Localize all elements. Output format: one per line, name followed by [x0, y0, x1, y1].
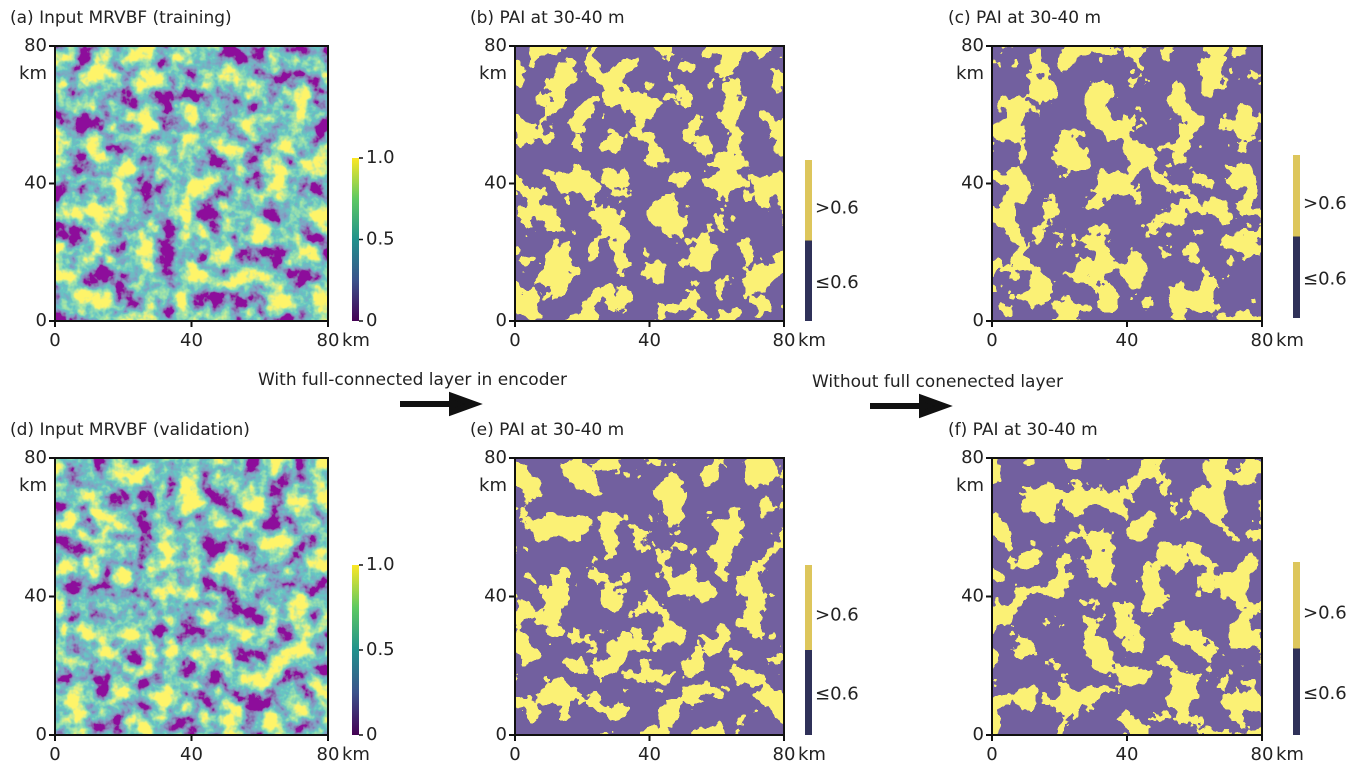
colorbar-high — [805, 565, 812, 650]
arrow — [400, 391, 483, 417]
raster — [55, 46, 328, 321]
x-tick-label: 80 — [773, 330, 796, 351]
y-unit: km — [956, 63, 984, 84]
x-tick-label: 40 — [638, 330, 661, 351]
panel-title: (d) Input MRVBF (validation) — [10, 420, 250, 440]
colorbar-label: 1.0 — [366, 147, 395, 168]
y-tick-label: 80 — [24, 35, 47, 56]
x-tick-label: 80 — [1251, 744, 1274, 765]
y-tick-label: 80 — [961, 447, 984, 468]
y-tick-label: 40 — [961, 173, 984, 194]
y-tick-label: 0 — [36, 724, 47, 745]
x-tick-label: 0 — [509, 744, 520, 765]
x-unit: km — [1276, 330, 1304, 351]
y-tick-label: 80 — [961, 35, 984, 56]
y-unit: km — [479, 475, 507, 496]
x-tick-label: 40 — [1116, 744, 1139, 765]
raster — [515, 458, 784, 735]
colorbar-low — [1293, 648, 1300, 735]
y-tick-label: 40 — [24, 173, 47, 194]
x-tick-label: 0 — [509, 330, 520, 351]
colorbar-label: >0.6 — [1303, 193, 1347, 214]
colorbar-label: >0.6 — [815, 605, 859, 626]
y-tick-label: 80 — [24, 447, 47, 468]
y-unit: km — [19, 475, 47, 496]
x-tick-label: 80 — [317, 330, 340, 351]
x-tick-label: 40 — [638, 744, 661, 765]
y-tick-label: 40 — [24, 586, 47, 607]
colorbar-label: ≤0.6 — [815, 684, 859, 705]
x-tick-label: 0 — [49, 744, 60, 765]
y-tick-label: 80 — [484, 35, 507, 56]
panel-title: (b) PAI at 30-40 m — [470, 8, 625, 28]
x-tick-label: 0 — [49, 330, 60, 351]
colorbar — [352, 158, 359, 321]
y-tick-label: 0 — [973, 310, 984, 331]
y-tick-label: 40 — [484, 173, 507, 194]
x-tick-label: 80 — [1251, 330, 1274, 351]
x-unit: km — [1276, 744, 1304, 765]
y-tick-label: 0 — [973, 724, 984, 745]
x-tick-label: 80 — [773, 744, 796, 765]
x-tick-label: 0 — [986, 330, 997, 351]
x-tick-label: 40 — [180, 330, 203, 351]
y-tick-label: 0 — [496, 310, 507, 331]
x-unit: km — [798, 330, 826, 351]
colorbar-label: >0.6 — [815, 197, 859, 218]
x-tick-label: 0 — [986, 744, 997, 765]
y-tick-label: 0 — [496, 724, 507, 745]
caption: Without full conenected layer — [812, 372, 1063, 392]
colorbar-low — [1293, 236, 1300, 318]
colorbar-high — [805, 160, 812, 241]
x-tick-label: 80 — [317, 744, 340, 765]
raster — [55, 458, 328, 735]
x-unit: km — [342, 330, 370, 351]
raster — [992, 458, 1262, 735]
x-tick-label: 40 — [1116, 330, 1139, 351]
panel-title: (e) PAI at 30-40 m — [470, 420, 624, 440]
colorbar — [352, 565, 359, 735]
panel-title: (a) Input MRVBF (training) — [10, 8, 232, 28]
y-unit: km — [19, 63, 47, 84]
x-unit: km — [798, 744, 826, 765]
colorbar-label: 0.5 — [366, 639, 395, 660]
y-unit: km — [479, 63, 507, 84]
y-tick-label: 40 — [961, 586, 984, 607]
y-tick-label: 0 — [36, 310, 47, 331]
panel-title: (f) PAI at 30-40 m — [948, 420, 1098, 440]
arrow — [870, 393, 953, 419]
colorbar-high — [1293, 155, 1300, 237]
colorbar-label: 0 — [366, 724, 377, 745]
colorbar-label: 0.5 — [366, 229, 395, 250]
colorbar-label: ≤0.6 — [1303, 268, 1347, 289]
x-tick-label: 40 — [180, 744, 203, 765]
colorbar-label: ≤0.6 — [1303, 683, 1347, 704]
colorbar-low — [805, 240, 812, 321]
colorbar-label: 0 — [366, 310, 377, 331]
raster — [515, 46, 784, 321]
colorbar-label: 1.0 — [366, 554, 395, 575]
x-unit: km — [342, 744, 370, 765]
y-tick-label: 80 — [484, 447, 507, 468]
y-unit: km — [956, 475, 984, 496]
panel-title: (c) PAI at 30-40 m — [948, 8, 1101, 28]
colorbar-high — [1293, 562, 1300, 649]
y-tick-label: 40 — [484, 586, 507, 607]
raster — [992, 46, 1262, 321]
caption: With full-connected layer in encoder — [258, 370, 567, 390]
colorbar-label: ≤0.6 — [815, 272, 859, 293]
colorbar-label: >0.6 — [1303, 602, 1347, 623]
colorbar-low — [805, 650, 812, 735]
